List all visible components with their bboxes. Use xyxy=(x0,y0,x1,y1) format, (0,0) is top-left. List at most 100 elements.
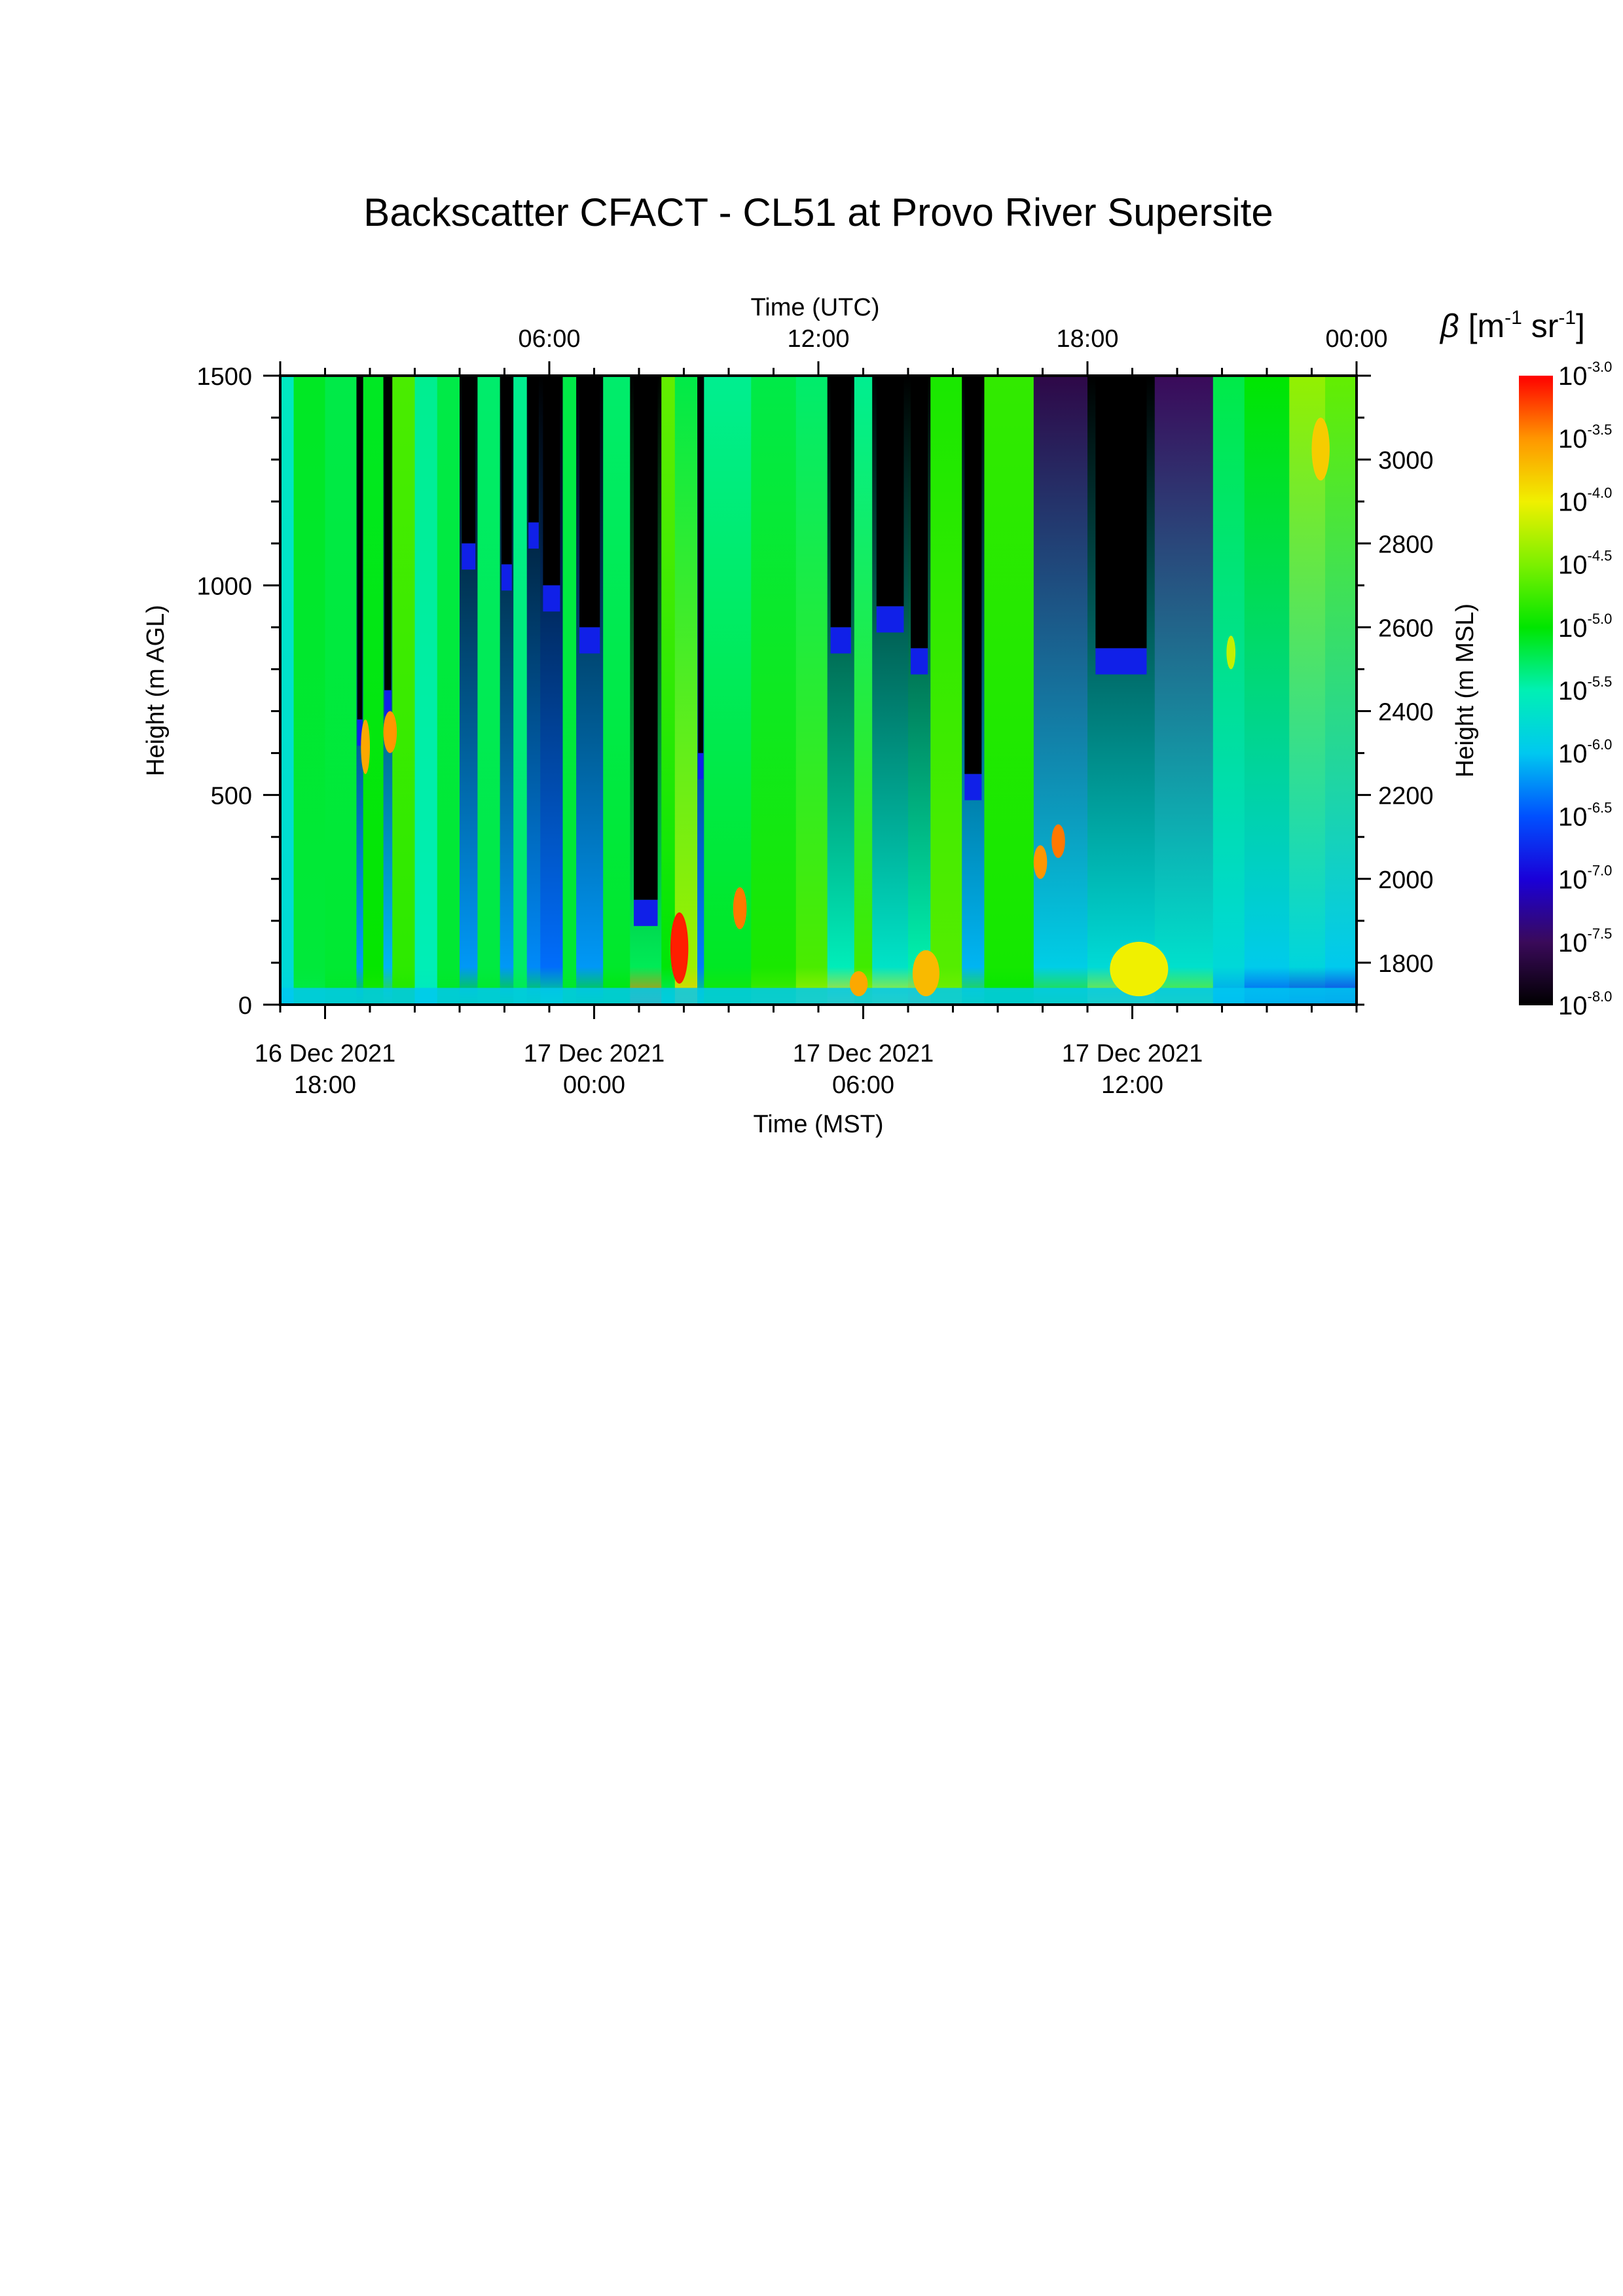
colorbar-title-exp-a: -1 xyxy=(1504,307,1522,329)
heatmap-column xyxy=(414,376,438,1005)
left-axis: 0 500 1000 1500 xyxy=(196,363,280,1020)
clear-air-band xyxy=(579,376,600,628)
backscatter-feature xyxy=(361,719,371,774)
clear-air-transition xyxy=(462,543,476,570)
heatmap-area xyxy=(280,376,1357,1005)
heatmap-column xyxy=(930,376,962,1005)
left-tick-label: 1500 xyxy=(196,363,252,391)
clear-air-band xyxy=(528,376,539,523)
backscatter-feature xyxy=(383,711,397,753)
heatmap-column xyxy=(1325,376,1357,1005)
y-axis-label-right: Height (m MSL) xyxy=(1451,603,1479,778)
top-tick-label: 06:00 xyxy=(518,325,580,353)
top-tick-label: 12:00 xyxy=(787,325,849,353)
clear-air-band xyxy=(384,376,392,691)
backscatter-feature xyxy=(912,950,939,997)
right-tick-label: 3000 xyxy=(1378,447,1434,475)
right-tick-label: 1800 xyxy=(1378,950,1434,978)
right-axis: 1800 2000 2200 2400 2600 2800 3000 xyxy=(1357,374,1434,1006)
colorbar-tick-label: 10-6.5 xyxy=(1558,799,1612,831)
clear-air-transition xyxy=(876,606,904,633)
backscatter-feature xyxy=(1051,824,1065,858)
heatmap-column xyxy=(661,376,676,1005)
right-tick-label: 2800 xyxy=(1378,531,1434,558)
colorbar-tick-label: 10-4.0 xyxy=(1558,484,1612,516)
bottom-tick-label-time: 12:00 xyxy=(1101,1071,1163,1099)
colorbar-tick-label: 10-4.5 xyxy=(1558,548,1612,580)
colorbar-tick-label: 10-7.5 xyxy=(1558,925,1612,958)
colorbar-title-units-a: [m xyxy=(1468,308,1505,344)
clear-air-transition xyxy=(357,719,363,746)
bottom-tick-label-date: 17 Dec 2021 xyxy=(793,1040,934,1067)
heatmap-column xyxy=(513,376,528,1005)
top-tick-label: 00:00 xyxy=(1325,325,1387,353)
clear-air-band xyxy=(698,376,704,753)
bottom-tick-label-date: 16 Dec 2021 xyxy=(255,1040,396,1067)
clear-air-transition xyxy=(501,564,512,591)
heatmap-column xyxy=(437,376,460,1005)
heatmap-column xyxy=(562,376,577,1005)
heatmap-column xyxy=(603,376,631,1005)
backscatter-feature xyxy=(849,971,868,997)
clear-air-transition xyxy=(543,585,560,612)
clear-air-transition xyxy=(964,774,982,800)
backscatter-feature xyxy=(1226,636,1236,670)
bottom-axis: 16 Dec 2021 18:00 17 Dec 2021 00:00 17 Dec 2… xyxy=(255,1005,1358,1099)
clear-air-band xyxy=(462,376,476,544)
heatmap-column xyxy=(477,376,501,1005)
clear-air-transition xyxy=(830,627,851,654)
backscatter-feature xyxy=(1311,418,1330,481)
colorbar-tick-label: 10-3.5 xyxy=(1558,422,1612,454)
colorbar-title-symbol: β xyxy=(1439,308,1459,344)
heatmap-column xyxy=(795,376,828,1005)
chart-title: Backscatter CFACT - CL51 at Provo River … xyxy=(363,190,1273,234)
clear-air-transition xyxy=(528,522,539,549)
top-tick-label: 18:00 xyxy=(1056,325,1118,353)
heatmap-column xyxy=(363,376,384,1005)
backscatter-feature xyxy=(1110,941,1169,997)
colorbar-tick-label: 10-7.0 xyxy=(1558,863,1612,895)
right-tick-label: 2400 xyxy=(1378,699,1434,726)
heatmap-column xyxy=(1154,376,1214,1005)
clear-air-band xyxy=(1095,376,1147,649)
bottom-tick-label-time: 18:00 xyxy=(294,1071,356,1099)
heatmap-column xyxy=(674,376,698,1005)
backscatter-feature xyxy=(1033,845,1048,879)
colorbar-tick-label: 10-3.0 xyxy=(1558,359,1612,391)
bottom-tick-label-time: 00:00 xyxy=(563,1071,625,1099)
clear-air-transition xyxy=(384,690,392,717)
top-axis: 06:00 12:00 18:00 00:00 xyxy=(279,325,1388,376)
clear-air-transition xyxy=(579,627,600,654)
backscatter-feature xyxy=(733,887,747,929)
clear-air-band xyxy=(543,376,560,586)
x-axis-label-bottom: Time (MST) xyxy=(753,1111,883,1138)
heatmap-column xyxy=(392,376,416,1005)
clear-air-band xyxy=(876,376,904,607)
right-tick-label: 2200 xyxy=(1378,783,1434,810)
heatmap-column xyxy=(293,376,326,1005)
clear-air-transition xyxy=(634,899,658,926)
colorbar-title-close: ] xyxy=(1576,308,1585,344)
bottom-tick-label-date: 17 Dec 2021 xyxy=(524,1040,665,1067)
colorbar xyxy=(1519,376,1553,1005)
heatmap-column xyxy=(280,376,295,1005)
colorbar-tick-label: 10-8.0 xyxy=(1558,988,1612,1020)
colorbar-ticks: 10-3.0 10-3.5 10-4.0 10-4.5 10-5.0 10-5.5 10-6… xyxy=(1558,359,1612,1020)
colorbar-title: β [m-1 sr-1] xyxy=(1439,307,1585,344)
heatmap-column xyxy=(325,376,357,1005)
heatmap-column xyxy=(1213,376,1245,1005)
y-axis-label-left: Height (m AGL) xyxy=(142,605,170,776)
heatmap-column xyxy=(1244,376,1290,1005)
right-tick-label: 2600 xyxy=(1378,615,1434,642)
heatmap-column xyxy=(1289,376,1326,1005)
clear-air-band xyxy=(964,376,982,774)
colorbar-title-units-b: sr xyxy=(1522,308,1559,344)
backscatter-feature xyxy=(670,912,689,984)
left-tick-label: 0 xyxy=(238,992,252,1020)
clear-air-band xyxy=(357,376,363,720)
clear-air-transition xyxy=(911,648,928,675)
clear-air-band xyxy=(830,376,851,628)
left-tick-label: 1000 xyxy=(196,573,252,600)
heatmap-column xyxy=(751,376,797,1005)
